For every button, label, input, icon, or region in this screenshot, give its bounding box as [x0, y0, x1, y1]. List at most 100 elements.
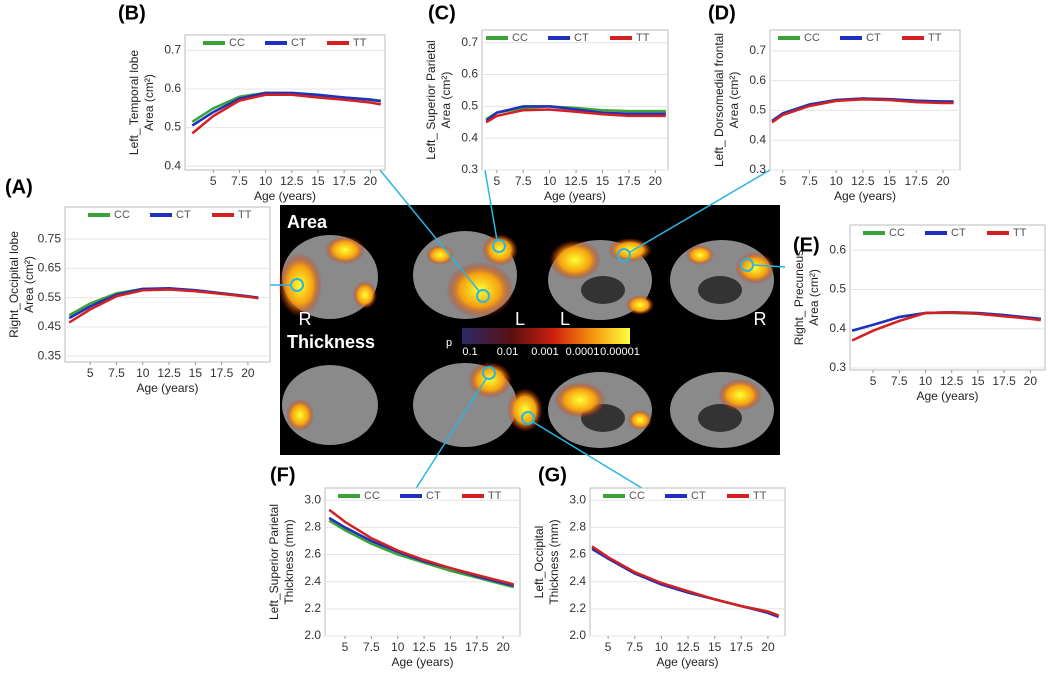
legend-label: CT: [574, 32, 589, 44]
x-tick-label: 12.5: [412, 640, 436, 654]
y-tick-label: 0.5: [749, 103, 766, 117]
x-tick-label: 7.5: [801, 174, 818, 188]
y-axis-label: Area (cm²): [22, 256, 36, 313]
hemisphere-label: R: [299, 309, 312, 329]
x-tick-label: 10: [655, 640, 669, 654]
x-tick-label: 7.5: [626, 640, 643, 654]
y-tick-label: 0.4: [461, 130, 478, 144]
x-tick-label: 12.5: [851, 174, 875, 188]
hemisphere-label: L: [515, 309, 525, 329]
legend-label: CC: [114, 209, 130, 221]
y-tick-label: 0.6: [829, 242, 846, 256]
colorbar-tick-label: 0.1: [462, 346, 477, 358]
legend-label: TT: [928, 32, 942, 44]
x-tick-label: 5: [87, 366, 94, 380]
legend-label: TT: [238, 209, 252, 221]
y-tick-label: 2.6: [304, 547, 321, 561]
x-tick-label: 7.5: [231, 174, 248, 188]
y-axis-label: Area (cm²): [727, 72, 741, 129]
legend-label: CT: [691, 490, 706, 502]
x-tick-label: 10: [259, 174, 273, 188]
y-axis-label: Left_Superior Parietal: [267, 504, 281, 620]
plot-area: [589, 487, 786, 637]
y-tick-label: 2.0: [304, 628, 321, 642]
y-axis-label: Area (cm²): [439, 72, 453, 129]
x-tick-label: 7.5: [108, 366, 125, 380]
x-tick-label: 15: [883, 174, 897, 188]
x-tick-label: 17.5: [332, 174, 356, 188]
x-tick-label: 10: [391, 640, 405, 654]
colorbar-label: p: [446, 337, 452, 349]
x-tick-label: 7.5: [891, 374, 908, 388]
y-tick-label: 0.35: [38, 348, 62, 362]
legend-label: CT: [176, 209, 191, 221]
brain-map: Area Thickness R L L R p: [270, 169, 786, 491]
x-tick-label: 5: [779, 174, 786, 188]
y-tick-label: 0.7: [749, 43, 766, 57]
fit-line: [191, 91, 381, 127]
y-axis-label: Right_ Precuneus: [792, 250, 806, 345]
legend-label: CC: [629, 490, 645, 502]
x-axis-label: Age (years): [834, 189, 896, 203]
x-tick-label: 5: [605, 640, 612, 654]
y-axis-label: Left_ Temporal lobe: [127, 50, 141, 156]
fit-line: [851, 310, 1041, 342]
y-axis-label: Right_Occipital lobe: [7, 231, 21, 338]
panel-label: (E): [793, 234, 820, 256]
colorbar-tick-label: 0.01: [497, 346, 518, 358]
y-tick-label: 2.2: [569, 601, 586, 615]
panel-label: (A): [5, 176, 33, 198]
y-tick-label: 0.4: [749, 132, 766, 146]
panel-label: (G): [538, 464, 567, 486]
x-tick-label: 20: [364, 174, 378, 188]
panel-label: (C): [428, 2, 456, 24]
y-tick-label: 0.4: [164, 158, 181, 172]
x-tick-label: 15: [596, 174, 610, 188]
x-axis-label: Age (years): [656, 655, 718, 669]
x-tick-label: 7.5: [515, 174, 532, 188]
y-tick-label: 3.0: [569, 492, 586, 506]
y-axis-label: Area (cm²): [142, 74, 156, 131]
legend-label: TT: [753, 490, 767, 502]
legend-label: CC: [229, 37, 245, 49]
x-tick-label: 20: [936, 174, 950, 188]
hemisphere-label: L: [560, 309, 570, 329]
y-tick-label: 2.4: [304, 574, 321, 588]
colorbar-tick-label: 0.001: [531, 346, 559, 358]
x-tick-label: 5: [870, 374, 877, 388]
hemisphere-label: R: [754, 309, 767, 329]
x-tick-label: 5: [493, 174, 500, 188]
legend-label: CC: [512, 32, 528, 44]
y-tick-label: 0.65: [38, 261, 62, 275]
legend-label: TT: [636, 32, 650, 44]
x-tick-label: 17.5: [617, 174, 641, 188]
y-tick-label: 0.5: [461, 99, 478, 113]
y-axis-label: Thickness (mm): [547, 519, 561, 604]
y-axis-label: Left_ Superior Parietal: [424, 40, 438, 159]
y-tick-label: 0.55: [38, 290, 62, 304]
x-tick-label: 12.5: [157, 366, 181, 380]
y-tick-label: 0.7: [164, 43, 181, 57]
y-axis-label: Thickness (mm): [282, 519, 296, 604]
x-tick-label: 12.5: [676, 640, 700, 654]
legend-label: CT: [426, 490, 441, 502]
x-tick-label: 10: [543, 174, 557, 188]
y-tick-label: 0.7: [461, 35, 478, 49]
y-tick-label: 0.6: [749, 73, 766, 87]
fit-line: [68, 288, 259, 324]
x-tick-label: 20: [496, 640, 510, 654]
x-tick-label: 5: [342, 640, 349, 654]
y-tick-label: 3.0: [304, 492, 321, 506]
x-tick-label: 20: [761, 640, 775, 654]
x-tick-label: 12.5: [940, 374, 964, 388]
y-tick-label: 0.3: [749, 162, 766, 176]
fit-line: [771, 98, 954, 124]
x-tick-label: 10: [830, 174, 844, 188]
legend-label: CT: [951, 227, 966, 239]
panel-label: (D): [708, 2, 736, 24]
x-tick-label: 17.5: [465, 640, 489, 654]
legend-label: CC: [364, 490, 380, 502]
area-label: Area: [287, 212, 328, 232]
plot-area: [184, 34, 386, 171]
y-tick-label: 2.8: [569, 520, 586, 534]
